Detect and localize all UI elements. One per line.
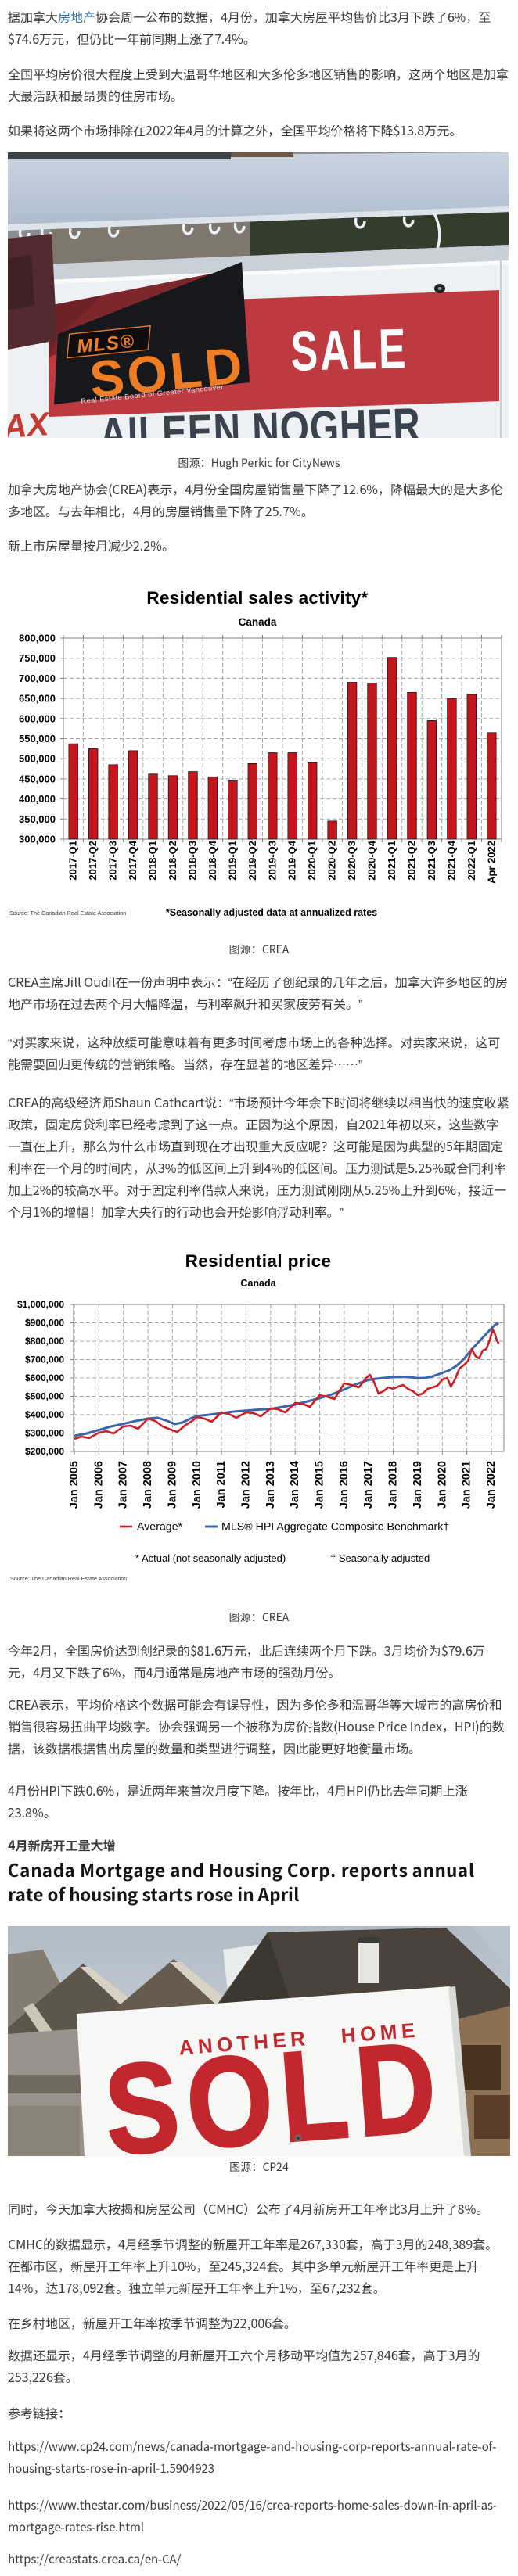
- svg-text:450,000: 450,000: [19, 773, 56, 784]
- svg-text:Jan 2016: Jan 2016: [338, 1461, 351, 1509]
- svg-text:800,000: 800,000: [19, 633, 56, 644]
- svg-text:Jan 2011: Jan 2011: [215, 1461, 228, 1508]
- svg-text:$1,000,000: $1,000,000: [17, 1299, 64, 1310]
- svg-text:2020-Q2: 2020-Q2: [326, 841, 338, 881]
- svg-text:Jan 2018: Jan 2018: [387, 1461, 400, 1509]
- svg-text:2020-Q4: 2020-Q4: [366, 840, 378, 880]
- svg-text:2022-Q1: 2022-Q1: [466, 841, 477, 881]
- svg-text:650,000: 650,000: [19, 693, 56, 705]
- svg-text:Canada: Canada: [240, 1278, 276, 1289]
- svg-text:Average*: Average*: [137, 1521, 183, 1534]
- svg-text:Source: The Canadian Real Esta: Source: The Canadian Real Estate Associa…: [10, 1575, 127, 1582]
- svg-text:SALE: SALE: [290, 318, 409, 383]
- svg-text:Jan 2015: Jan 2015: [314, 1461, 326, 1509]
- svg-text:$600,000: $600,000: [25, 1372, 64, 1383]
- svg-text:* Actual (not seasonally adjus: * Actual (not seasonally adjusted): [135, 1552, 286, 1564]
- svg-text:† Seasonally adjusted: † Seasonally adjusted: [330, 1552, 430, 1564]
- svg-text:550,000: 550,000: [19, 733, 56, 744]
- svg-text:Jan 2012: Jan 2012: [240, 1461, 253, 1509]
- svg-text:2017-Q2: 2017-Q2: [87, 841, 99, 881]
- svg-text:Jan 2010: Jan 2010: [191, 1461, 203, 1509]
- svg-text:Jan 2014: Jan 2014: [289, 1461, 301, 1509]
- svg-text:2017-Q1: 2017-Q1: [67, 841, 79, 881]
- svg-text:Jan 2007: Jan 2007: [117, 1461, 130, 1509]
- svg-text:$800,000: $800,000: [25, 1336, 64, 1347]
- svg-text:Jan 2022: Jan 2022: [485, 1461, 498, 1509]
- svg-text:2017-Q4: 2017-Q4: [127, 840, 138, 880]
- svg-text:Jan 2009: Jan 2009: [166, 1461, 178, 1509]
- svg-text:MLS® HPI Aggregate Composite B: MLS® HPI Aggregate Composite Benchmark†: [221, 1521, 449, 1534]
- svg-text:Source: The Canadian Real Esta: Source: The Canadian Real Estate Associa…: [9, 909, 126, 917]
- svg-text:$900,000: $900,000: [25, 1318, 64, 1329]
- svg-text:700,000: 700,000: [19, 673, 56, 684]
- svg-text:2019-Q2: 2019-Q2: [246, 841, 258, 881]
- svg-text:350,000: 350,000: [19, 813, 56, 825]
- svg-text:2019-Q1: 2019-Q1: [226, 841, 238, 881]
- svg-text:400,000: 400,000: [19, 793, 56, 805]
- svg-text:750,000: 750,000: [19, 652, 56, 664]
- svg-text:Jan 2021: Jan 2021: [461, 1461, 473, 1509]
- svg-text:Canada: Canada: [239, 616, 277, 628]
- svg-text:Jan 2017: Jan 2017: [362, 1461, 375, 1509]
- svg-text:*Seasonally adjusted data at a: *Seasonally adjusted data at annualized …: [166, 907, 377, 918]
- svg-text:2021-Q4: 2021-Q4: [445, 840, 457, 880]
- svg-text:Jan 2019: Jan 2019: [412, 1461, 424, 1509]
- svg-text:2019-Q4: 2019-Q4: [286, 840, 298, 880]
- svg-text:Residential sales activity*: Residential sales activity*: [146, 588, 368, 608]
- svg-text:2018-Q4: 2018-Q4: [207, 840, 218, 880]
- svg-text:2021-Q1: 2021-Q1: [386, 841, 397, 881]
- svg-text:Apr 2022: Apr 2022: [485, 841, 497, 884]
- svg-text:Jan 2008: Jan 2008: [142, 1461, 154, 1509]
- svg-text:$400,000: $400,000: [25, 1409, 64, 1420]
- svg-text:500,000: 500,000: [19, 753, 56, 765]
- svg-text:$500,000: $500,000: [25, 1391, 64, 1402]
- svg-text:Jan 2005: Jan 2005: [68, 1461, 81, 1509]
- svg-text:300,000: 300,000: [19, 834, 56, 845]
- svg-text:AX: AX: [8, 405, 52, 438]
- svg-text:2020-Q1: 2020-Q1: [306, 841, 318, 881]
- svg-text:Jan 2013: Jan 2013: [264, 1461, 277, 1509]
- svg-text:Jan 2020: Jan 2020: [436, 1461, 448, 1509]
- svg-text:$300,000: $300,000: [25, 1428, 64, 1439]
- svg-text:2018-Q2: 2018-Q2: [167, 841, 178, 881]
- svg-text:2021-Q2: 2021-Q2: [406, 841, 418, 881]
- svg-text:$700,000: $700,000: [25, 1354, 64, 1365]
- svg-text:2017-Q3: 2017-Q3: [107, 841, 119, 881]
- svg-text:2020-Q3: 2020-Q3: [346, 841, 358, 881]
- svg-text:600,000: 600,000: [19, 712, 56, 724]
- svg-text:SOLD: SOLD: [100, 2015, 449, 2156]
- svg-text:Jan 2006: Jan 2006: [92, 1461, 105, 1509]
- svg-text:2019-Q3: 2019-Q3: [266, 841, 278, 881]
- svg-text:2018-Q3: 2018-Q3: [187, 841, 199, 881]
- svg-text:2021-Q3: 2021-Q3: [426, 841, 437, 881]
- svg-text:Residential price: Residential price: [185, 1251, 332, 1271]
- svg-text:$200,000: $200,000: [25, 1446, 64, 1457]
- svg-text:2018-Q1: 2018-Q1: [147, 841, 159, 881]
